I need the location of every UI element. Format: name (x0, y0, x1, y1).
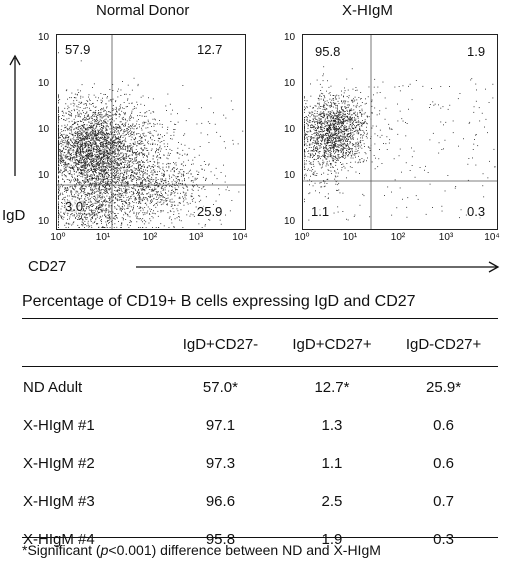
footnote-p: p (100, 542, 109, 558)
table-cell: 2.5 (321, 492, 343, 510)
table-title: Percentage of CD19+ B cells expressing I… (22, 293, 416, 310)
x-tick: 10² (142, 232, 158, 243)
quadrant-ur-value: 12.7 (197, 42, 223, 57)
table-cell: 95.8 (205, 530, 236, 548)
table-cell: 0.6 (433, 416, 454, 434)
table-row: X-HIgM #4 95.8 1.9 0.3 (22, 520, 498, 558)
plot-title-x-higm: X-HIgM (342, 2, 393, 19)
table-cell: 12.7* (314, 378, 350, 396)
x-tick: 10² (390, 232, 406, 243)
y-tick: 10 (284, 32, 296, 43)
table-bottom-rule (22, 537, 498, 538)
table-row: X-HIgM #3 96.6 2.5 0.7 (22, 482, 498, 520)
table-cell: 97.3 (205, 454, 236, 472)
x-tick: 10⁴ (484, 232, 500, 243)
quadrant-ul-value: 95.8 (315, 44, 341, 59)
quadrant-lr-value: 25.9 (197, 204, 223, 219)
scatter-dots-x-higm (303, 35, 497, 229)
y-tick: 10 (38, 124, 50, 135)
table-cell: 57.0* (202, 378, 238, 396)
y-tick: 10 (38, 32, 50, 43)
table-header-row: IgD+CD27- IgD+CD27+ IgD-CD27+ (22, 320, 498, 368)
table-cell: 96.6 (205, 492, 236, 510)
y-tick: 10 (284, 170, 296, 181)
table-row: ND Adult 57.0* 12.7* 25.9* (22, 368, 498, 406)
x-tick: 10¹ (342, 232, 358, 243)
scatter-dots-normal-donor (57, 35, 245, 229)
table-cell: 1.3 (321, 416, 343, 434)
table-cell: 1.1 (321, 454, 343, 472)
table-footnote: *Significant (p<0.001) difference betwee… (22, 542, 381, 558)
quadrant-ll-value: 1.1 (311, 204, 330, 219)
footnote-prefix: *Significant ( (22, 542, 101, 558)
x-tick: 10⁴ (232, 232, 248, 243)
y-tick: 10 (284, 216, 296, 227)
table-cell: 25.9* (426, 378, 462, 396)
x-axis-arrow-icon (136, 261, 500, 273)
quadrant-ll-value: 3.0 (65, 199, 84, 214)
row-label: X-HIgM #2 (23, 454, 95, 472)
table-cell: 0.7 (433, 492, 454, 510)
column-header: IgD+CD27- (182, 335, 259, 353)
y-tick: 10 (284, 78, 296, 89)
x-tick: 10³ (188, 232, 204, 243)
y-axis-arrow-icon (9, 54, 21, 176)
y-tick: 10 (284, 124, 296, 135)
table-cell: 0.3 (433, 530, 454, 548)
x-tick: 10⁰ (294, 232, 310, 243)
x-tick: 10⁰ (50, 232, 66, 243)
quadrant-ur-value: 1.9 (467, 44, 486, 59)
column-header: IgD+CD27+ (292, 335, 372, 353)
y-tick: 10 (38, 78, 50, 89)
table-row: X-HIgM #1 97.1 1.3 0.6 (22, 406, 498, 444)
y-axis-label: IgD (2, 207, 26, 224)
y-tick: 10 (38, 170, 50, 181)
y-tick: 10 (38, 216, 50, 227)
footnote-suffix: <0.001) difference between ND and X-HIgM (108, 542, 381, 558)
x-axis-label: CD27 (28, 258, 67, 275)
row-label: X-HIgM #1 (23, 416, 95, 434)
column-header: IgD-CD27+ (405, 335, 482, 353)
table-cell: 97.1 (205, 416, 236, 434)
row-label: X-HIgM #3 (23, 492, 95, 510)
scatter-plot-normal-donor: 57.9 12.7 3.0 25.9 (56, 34, 246, 230)
percentage-table: IgD+CD27- IgD+CD27+ IgD-CD27+ ND Adult 5… (22, 320, 498, 558)
table-row: X-HIgM #2 97.3 1.1 0.6 (22, 444, 498, 482)
table-cell: 1.9 (321, 530, 343, 548)
quadrant-lr-value: 0.3 (467, 204, 486, 219)
table-corner (22, 320, 166, 368)
table-header-rule (22, 366, 498, 367)
plot-title-normal-donor: Normal Donor (96, 2, 190, 19)
x-tick: 10³ (438, 232, 454, 243)
table-cell: 0.6 (433, 454, 454, 472)
scatter-plot-x-higm: 95.8 1.9 1.1 0.3 (302, 34, 498, 230)
row-label: ND Adult (23, 378, 83, 396)
x-tick: 10¹ (95, 232, 111, 243)
row-label: X-HIgM #4 (23, 530, 95, 548)
quadrant-ul-value: 57.9 (65, 42, 91, 57)
table-top-rule (22, 318, 498, 319)
